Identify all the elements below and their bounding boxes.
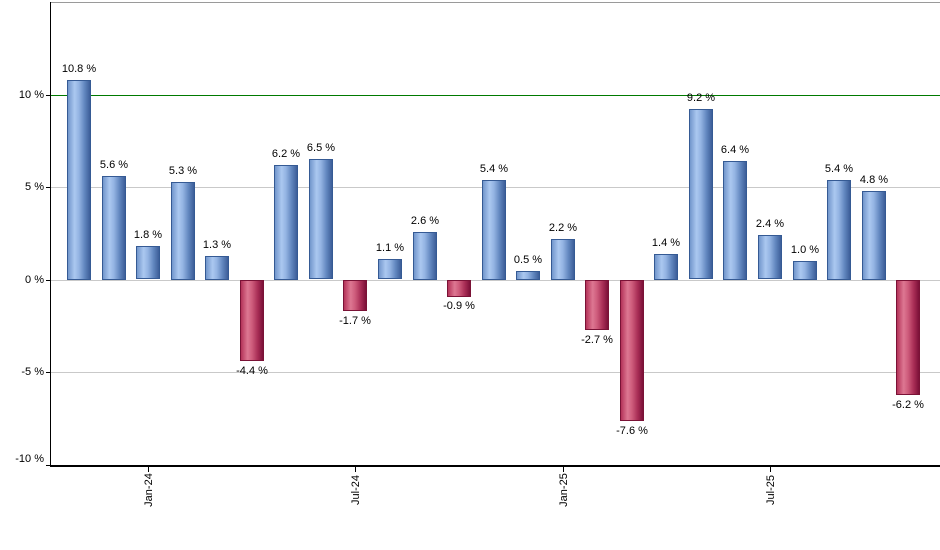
bar-positive[interactable]: [654, 254, 678, 280]
bar-value-label: 1.0 %: [790, 244, 820, 256]
bar-positive[interactable]: [758, 235, 782, 279]
plot-top-border: [50, 2, 940, 3]
x-tick-label: Jan-24: [143, 473, 155, 507]
bar-value-label: 5.4 %: [824, 163, 854, 175]
bar-value-label: -0.9 %: [443, 300, 475, 312]
bar-value-label: 0.5 %: [513, 254, 543, 266]
bar-positive[interactable]: [551, 239, 575, 280]
bar-value-label: 2.2 %: [548, 222, 578, 234]
x-axis: [50, 465, 940, 467]
x-tick: [355, 467, 356, 472]
bar-value-label: 1.3 %: [202, 239, 232, 251]
x-tick-label: Jul-24: [350, 475, 362, 505]
bar-positive[interactable]: [482, 180, 506, 280]
bar-positive[interactable]: [171, 182, 195, 280]
bar-positive[interactable]: [723, 161, 747, 280]
y-tick: [46, 372, 50, 373]
bar-positive[interactable]: [309, 159, 333, 279]
y-tick-label: 0 %: [25, 274, 44, 286]
bar-value-label: 5.4 %: [479, 163, 509, 175]
bar-positive[interactable]: [102, 176, 126, 280]
bar-positive[interactable]: [793, 261, 817, 280]
bar-value-label: 4.8 %: [859, 174, 889, 186]
bar-negative[interactable]: [896, 280, 920, 395]
bar-positive[interactable]: [205, 256, 229, 280]
x-tick: [770, 467, 771, 472]
bar-negative[interactable]: [620, 280, 644, 421]
bar-value-label: 1.4 %: [651, 237, 681, 249]
gridline: [50, 280, 940, 281]
x-tick: [563, 467, 564, 472]
bar-value-label: 5.6 %: [99, 159, 129, 171]
y-tick: [46, 95, 50, 96]
bar-value-label: 1.1 %: [375, 242, 405, 254]
y-tick-label: -10 %: [15, 453, 44, 465]
bar-value-label: 6.2 %: [271, 148, 301, 160]
bar-value-label: 9.2 %: [686, 92, 716, 104]
y-tick: [46, 187, 50, 188]
bar-positive[interactable]: [67, 80, 91, 280]
bar-positive[interactable]: [516, 271, 540, 280]
y-tick: [46, 465, 50, 466]
bar-value-label: 2.6 %: [410, 215, 440, 227]
y-tick-label: 5 %: [25, 181, 44, 193]
bar-value-label: 5.3 %: [168, 165, 198, 177]
bar-negative[interactable]: [240, 280, 264, 361]
bar-value-label: -6.2 %: [892, 399, 924, 411]
bar-value-label: 10.8 %: [61, 63, 97, 75]
bar-value-label: -1.7 %: [339, 315, 371, 327]
bar-value-label: 6.4 %: [720, 144, 750, 156]
gridline: [50, 372, 940, 373]
bar-positive[interactable]: [413, 232, 437, 280]
bar-value-label: -2.7 %: [581, 334, 613, 346]
x-tick: [148, 467, 149, 472]
y-tick-label: -5 %: [21, 366, 44, 378]
reference-line: [50, 95, 940, 96]
y-tick-label: 10 %: [18, 89, 44, 101]
bar-value-label: 6.5 %: [306, 142, 336, 154]
x-tick-label: Jul-25: [765, 475, 777, 505]
bar-value-label: -7.6 %: [616, 425, 648, 437]
bar-negative[interactable]: [343, 280, 367, 311]
bar-negative[interactable]: [585, 280, 609, 330]
bar-positive[interactable]: [274, 165, 298, 280]
x-tick-label: Jan-25: [558, 473, 570, 507]
bar-positive[interactable]: [378, 259, 402, 279]
y-axis: [50, 2, 51, 466]
bar-value-label: -4.4 %: [236, 365, 268, 377]
bar-positive[interactable]: [689, 109, 713, 279]
bar-value-label: 1.8 %: [133, 229, 163, 241]
bar-positive[interactable]: [862, 191, 886, 280]
bar-positive[interactable]: [827, 180, 851, 280]
bar-negative[interactable]: [447, 280, 471, 297]
bar-positive[interactable]: [136, 246, 160, 279]
y-tick: [46, 280, 50, 281]
bar-value-label: 2.4 %: [755, 218, 785, 230]
